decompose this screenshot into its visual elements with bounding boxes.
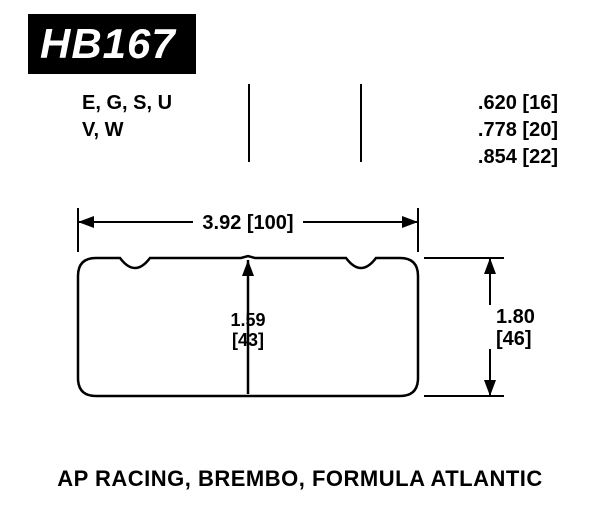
part-number-badge: HB167: [28, 14, 196, 74]
svg-text:1.80: 1.80: [496, 306, 535, 328]
thk-mm: 16: [529, 92, 551, 114]
slot-dimension: 1.59[43]: [230, 260, 265, 350]
thickness-row: .620 [16]: [478, 90, 558, 117]
thk-in: .854: [478, 146, 517, 168]
svg-text:[43]: [43]: [232, 330, 264, 350]
divider-2: [360, 84, 362, 162]
thickness-row: .778 [20]: [478, 117, 558, 144]
codes-line-2: V, W: [82, 117, 172, 144]
thk-mm: 20: [529, 119, 551, 141]
compound-codes: E, G, S, U V, W: [82, 90, 172, 144]
codes-line-1: E, G, S, U: [82, 90, 172, 117]
svg-text:[46]: [46]: [496, 328, 532, 350]
part-number: HB167: [40, 20, 176, 67]
thk-in: .620: [478, 92, 517, 114]
thk-mm: 22: [529, 146, 551, 168]
thickness-row: .854 [22]: [478, 144, 558, 171]
width-dimension: 3.92 [100]: [78, 208, 418, 252]
height-dimension: 1.80[46]: [424, 258, 535, 396]
thickness-options: .620 [16] .778 [20] .854 [22]: [478, 90, 558, 171]
applications: AP RACING, BREMBO, FORMULA ATLANTIC: [57, 466, 543, 491]
pad-diagram: 3.92 [100] 1.80[46] 1.59[43]: [36, 188, 564, 432]
svg-text:1.59: 1.59: [230, 310, 265, 330]
divider-1: [248, 84, 250, 162]
applications-text: AP RACING, BREMBO, FORMULA ATLANTIC: [0, 466, 600, 492]
svg-text:3.92 [100]: 3.92 [100]: [202, 212, 293, 234]
thk-in: .778: [478, 119, 517, 141]
